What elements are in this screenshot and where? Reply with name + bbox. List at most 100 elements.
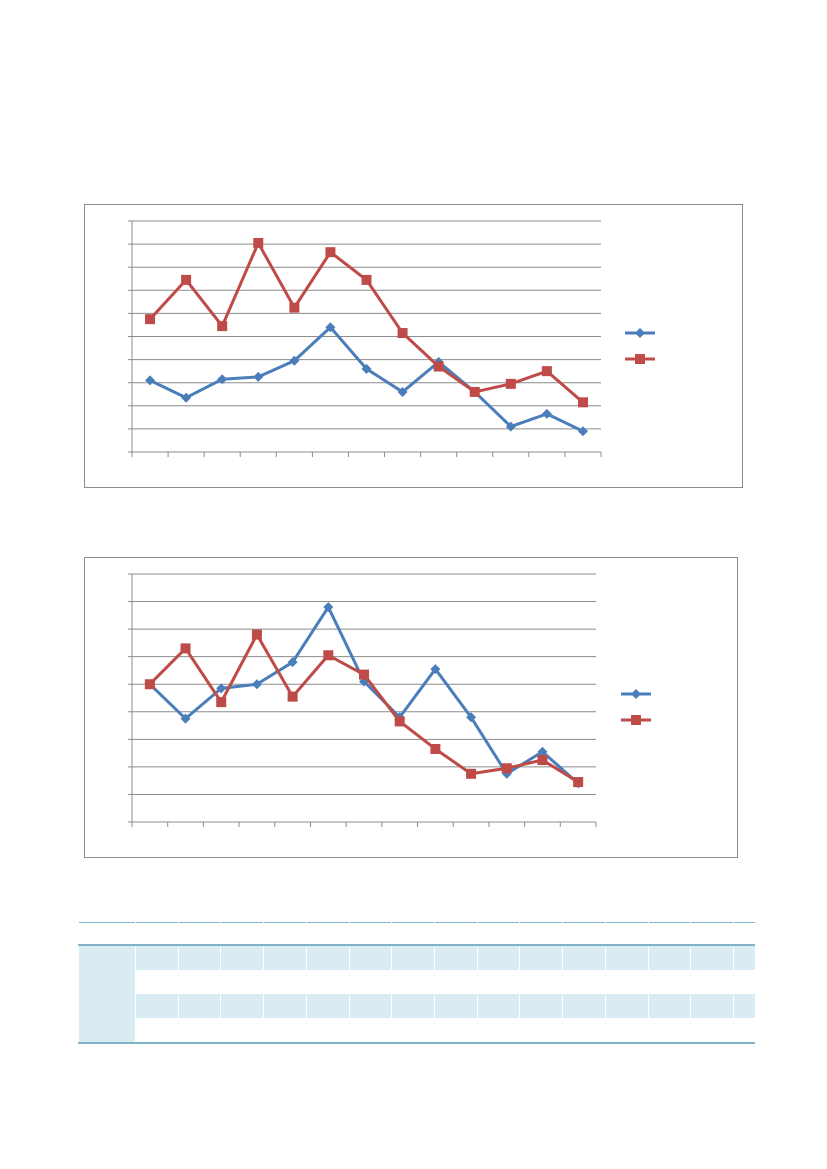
table-cell — [391, 1018, 435, 1044]
header-cell — [305, 922, 350, 946]
header-cell — [348, 922, 392, 946]
table-cell — [434, 970, 478, 994]
table-cell — [263, 970, 307, 994]
chart-1 — [84, 204, 743, 488]
table-cell — [519, 1018, 563, 1044]
table-cell — [177, 945, 221, 970]
table-cell — [263, 994, 307, 1018]
header-cell — [690, 922, 734, 946]
header-cell — [391, 922, 435, 946]
legend-marker-1 — [635, 328, 645, 338]
legend-marker-2 — [635, 354, 645, 364]
header-cell — [647, 922, 691, 946]
table-cell — [690, 945, 734, 970]
data-point — [181, 274, 192, 285]
table-cell — [220, 970, 264, 994]
table-cell — [647, 970, 691, 994]
table-cell — [562, 1018, 606, 1044]
data-point — [180, 713, 191, 724]
data-point — [394, 716, 405, 727]
table-cell — [177, 1018, 221, 1044]
table-cell — [519, 970, 563, 994]
table-cell — [647, 994, 691, 1018]
table-cell — [690, 1018, 734, 1044]
table-cell — [690, 994, 734, 1018]
chart-2 — [84, 557, 738, 858]
table-cell — [135, 945, 179, 970]
table-cell — [305, 1018, 350, 1044]
data-point — [180, 643, 191, 654]
table-cell — [391, 945, 435, 970]
table-cell — [348, 994, 392, 1018]
data-point — [577, 426, 588, 437]
header-cell — [177, 922, 221, 946]
table-cell — [263, 945, 307, 970]
table-cell — [305, 970, 350, 994]
table-row — [78, 994, 755, 1018]
data-point — [466, 712, 477, 723]
table-cell — [519, 994, 563, 1018]
table-cell — [476, 1018, 520, 1044]
row-header-cell — [78, 1018, 136, 1044]
table-cell — [220, 994, 264, 1018]
table-cell — [135, 994, 179, 1018]
table-cell — [476, 994, 520, 1018]
data-point — [287, 691, 298, 702]
table-cell — [220, 1018, 264, 1044]
header-cell — [78, 922, 136, 946]
data-point — [289, 355, 300, 366]
data-point — [253, 237, 264, 248]
table-cell — [647, 1018, 691, 1044]
header-cell — [434, 922, 478, 946]
table-cell — [733, 1018, 755, 1044]
table-cell — [562, 945, 606, 970]
data-point — [397, 328, 408, 339]
legend-marker-2 — [631, 715, 641, 725]
series-1-line — [149, 325, 584, 433]
table-header-row — [78, 922, 755, 946]
header-cell — [733, 922, 755, 946]
table-cell — [733, 994, 755, 1018]
data-point — [573, 777, 584, 788]
table-cell — [690, 970, 734, 994]
data-point — [216, 683, 227, 694]
data-point — [505, 378, 516, 389]
table-cell — [562, 970, 606, 994]
table-cell — [348, 1018, 392, 1044]
table-cell — [177, 970, 221, 994]
data-point — [251, 629, 262, 640]
series-1-line — [148, 605, 580, 785]
table-cell — [733, 970, 755, 994]
table-cell — [604, 970, 649, 994]
table-cell — [434, 945, 478, 970]
header-cell — [476, 922, 520, 946]
table-cell — [434, 1018, 478, 1044]
table-cell — [604, 994, 649, 1018]
table-cell — [220, 945, 264, 970]
data-point — [537, 755, 548, 765]
table-cell — [391, 970, 435, 994]
data-point — [469, 386, 480, 397]
table-cell — [135, 970, 179, 994]
row-header-cell — [78, 994, 136, 1018]
data-point — [145, 314, 156, 325]
data-point — [289, 302, 300, 313]
data-point — [325, 247, 336, 258]
data-point — [361, 274, 372, 285]
data-point — [501, 763, 512, 774]
row-header-cell — [78, 945, 136, 970]
data-point — [323, 650, 334, 661]
table-row — [78, 1018, 755, 1044]
legend-marker-1 — [631, 689, 641, 699]
data-point — [430, 664, 441, 675]
data-point — [217, 374, 228, 385]
table-cell — [604, 945, 649, 970]
data-point — [541, 408, 552, 419]
data-point — [505, 421, 516, 432]
data-point — [397, 386, 408, 397]
data-point — [430, 743, 441, 754]
table-cell — [562, 994, 606, 1018]
row-header-cell — [78, 970, 136, 994]
data-point — [144, 679, 155, 690]
table-cell — [434, 994, 478, 1018]
